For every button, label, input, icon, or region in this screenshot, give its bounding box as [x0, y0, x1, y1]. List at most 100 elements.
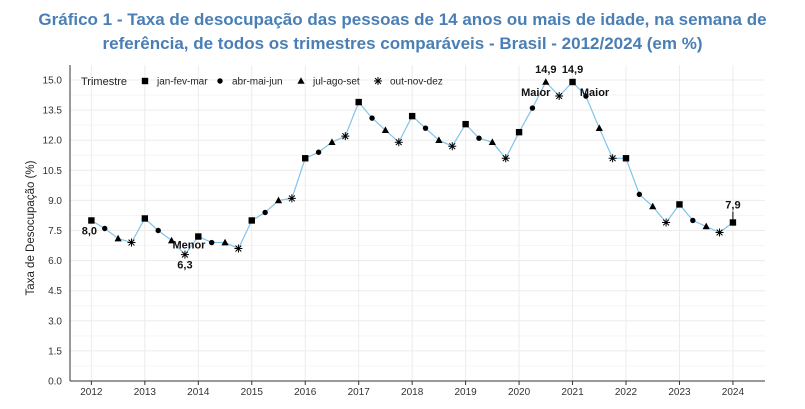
- x-tick-label: 2017: [348, 387, 371, 398]
- x-tick-label: 2018: [401, 387, 424, 398]
- data-point: [715, 228, 724, 237]
- annotation-word: Maior: [521, 87, 551, 99]
- data-point: [435, 136, 443, 143]
- data-markers: [88, 78, 737, 259]
- data-point: [369, 115, 375, 121]
- legend-title: Trimestre: [81, 76, 127, 88]
- legend: Trimestre jan-fev-mar abr-mai-jun jul-ago-s…: [81, 76, 443, 88]
- data-point: [127, 238, 136, 247]
- annotation-value: 7,9: [725, 199, 740, 211]
- y-tick-label: 10.5: [43, 166, 63, 177]
- data-point: [355, 98, 362, 106]
- x-tick-label: 2024: [722, 387, 745, 398]
- x-tick-label: 2014: [187, 387, 210, 398]
- axes: 0.0 1.5 3.0 4.5 6.0 7.5 9.0 10.5 12.0 13.5 15.0 201…: [43, 65, 765, 398]
- y-axis-label: Taxa de Desocupação (%): [25, 160, 37, 295]
- annotation-word: Menor: [172, 240, 206, 252]
- y-tick-label: 9.0: [48, 196, 62, 207]
- annotation-word: Maior: [580, 87, 610, 99]
- x-tick-label: 2023: [668, 387, 691, 398]
- data-point: [448, 142, 457, 151]
- data-point: [662, 218, 671, 227]
- data-point: [569, 78, 576, 86]
- x-tick-label: 2016: [294, 387, 317, 398]
- y-tick-label: 4.5: [48, 286, 62, 297]
- data-point: [488, 138, 496, 146]
- chart-title-line-1: Gráfico 1 - Taxa de desocupação das pess…: [38, 10, 767, 29]
- x-tick-label: 2012: [80, 387, 103, 398]
- data-point: [408, 112, 416, 120]
- data-point: [114, 234, 122, 242]
- data-point: [462, 120, 469, 128]
- data-point: [381, 126, 390, 133]
- data-point: [636, 191, 643, 198]
- data-point: [248, 217, 255, 224]
- data-point: [315, 149, 322, 155]
- data-point: [88, 217, 95, 224]
- data-point: [262, 209, 268, 216]
- chart-title-line-2: referência, de todos os trimestres compa…: [102, 34, 703, 53]
- data-point: [102, 225, 108, 232]
- annotations: 8,0 6,3 Menor 14,9 Maior 14,9 Maior 7,9: [82, 64, 741, 272]
- x-tick-label: 2020: [508, 387, 531, 398]
- data-point: [515, 128, 523, 136]
- chart-title: Gráfico 1 - Taxa de desocupação das pess…: [0, 8, 805, 56]
- legend-marker: [141, 77, 149, 85]
- grid-lines: [70, 65, 765, 382]
- data-point: [394, 138, 403, 147]
- legend-label: jan-fev-mar: [156, 77, 208, 88]
- y-tick-label: 1.5: [48, 346, 62, 357]
- data-point: [287, 194, 296, 203]
- data-point: [274, 196, 283, 204]
- data-point: [141, 215, 149, 222]
- annotation-value: 14,9: [562, 64, 583, 76]
- y-tick-label: 3.0: [48, 316, 62, 327]
- data-point: [649, 202, 657, 210]
- data-point: [583, 93, 589, 99]
- data-point: [702, 222, 710, 230]
- data-point: [529, 105, 536, 111]
- data-point: [690, 217, 696, 224]
- legend-marker: [297, 77, 305, 84]
- legend-marker: [374, 77, 382, 85]
- legend-label: out-nov-dez: [390, 77, 443, 88]
- data-point: [302, 155, 309, 162]
- data-point: [622, 155, 630, 162]
- data-point: [476, 135, 482, 141]
- y-tick-label: 13.5: [43, 106, 63, 117]
- data-point: [555, 92, 564, 101]
- x-tick-label: 2022: [615, 387, 638, 398]
- data-point: [195, 233, 202, 240]
- data-point: [341, 132, 350, 141]
- data-point: [501, 154, 510, 163]
- x-tick-label: 2021: [561, 387, 584, 398]
- data-point: [180, 250, 189, 259]
- data-point: [155, 227, 161, 234]
- y-tick-label: 6.0: [48, 256, 62, 267]
- y-tick-label: 7.5: [48, 226, 62, 237]
- legend-label: abr-mai-jun: [232, 77, 283, 88]
- data-point: [729, 219, 737, 226]
- data-point: [167, 236, 176, 244]
- data-point: [422, 125, 429, 131]
- x-tick-label: 2013: [134, 387, 157, 398]
- legend-marker: [217, 78, 223, 84]
- y-tick-label: 12.0: [43, 136, 63, 147]
- data-point: [542, 78, 550, 85]
- legend-label: jul-ago-set: [312, 77, 360, 88]
- y-tick-label: 0.0: [48, 377, 62, 388]
- annotation-value: 6,3: [177, 260, 192, 272]
- data-point: [595, 124, 603, 131]
- data-point: [221, 238, 229, 246]
- x-tick-label: 2019: [454, 387, 477, 398]
- annotation-value: 8,0: [82, 225, 97, 237]
- x-tick-label: 2015: [241, 387, 264, 398]
- data-point: [676, 201, 683, 208]
- data-point: [608, 154, 617, 163]
- data-point: [234, 244, 243, 253]
- data-point: [208, 239, 215, 246]
- data-point: [328, 138, 336, 146]
- y-tick-label: 15.0: [43, 76, 63, 87]
- annotation-value: 14,9: [535, 64, 556, 76]
